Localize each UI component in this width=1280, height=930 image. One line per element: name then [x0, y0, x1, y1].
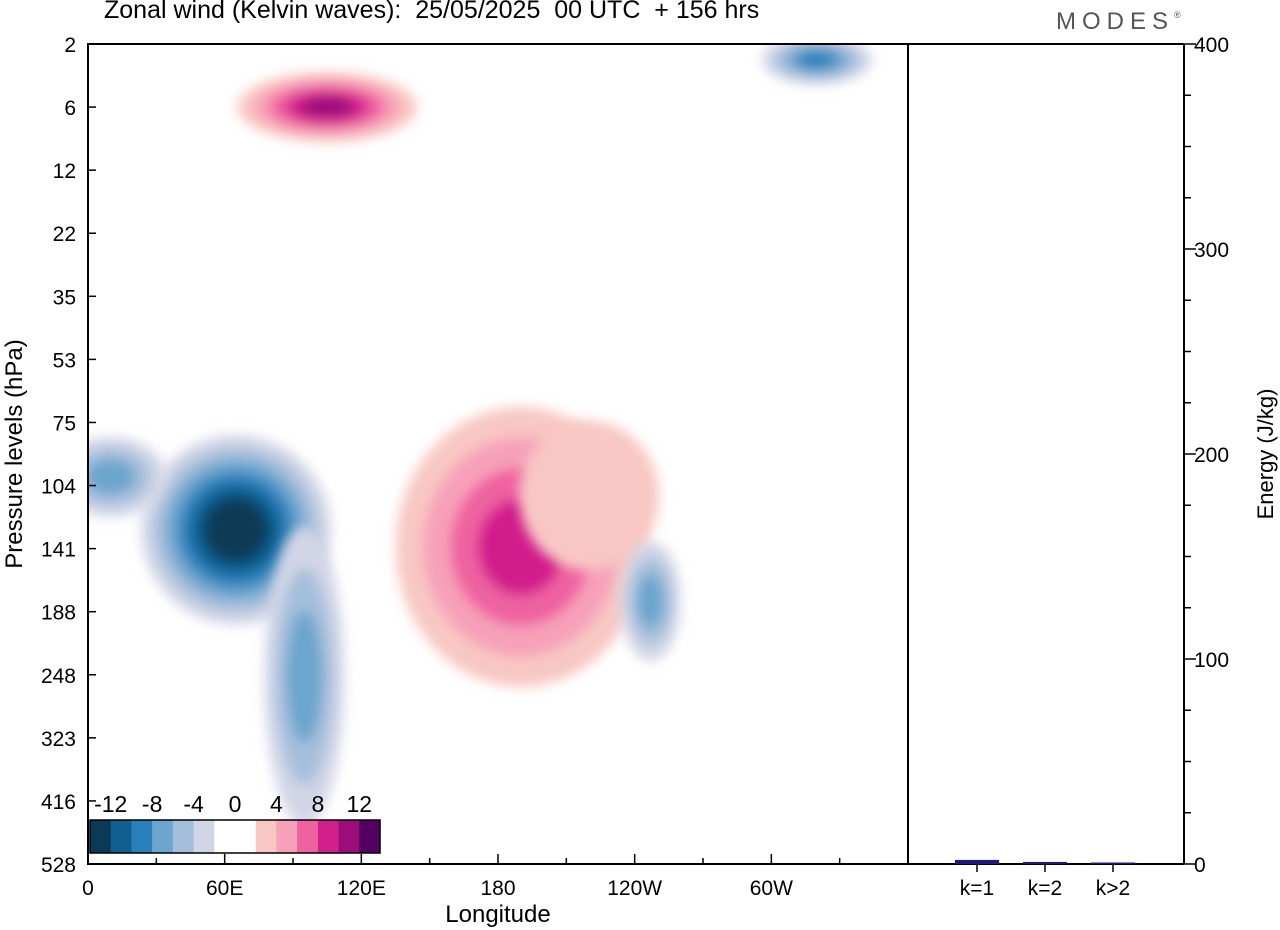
energy-tick-label: 300: [1194, 239, 1229, 262]
colorbar-label: -12: [94, 791, 127, 817]
energy-tick-label: 200: [1194, 444, 1229, 467]
brand-name: MODES: [1056, 8, 1175, 35]
energy-category-label: k>2: [1096, 877, 1130, 900]
energy-tick-label: 400: [1194, 34, 1229, 57]
y-tick-label: 6: [64, 97, 76, 120]
colorbar-swatch: [131, 820, 153, 853]
x-tick-label: 120E: [337, 877, 386, 900]
y-tick-label: 104: [41, 476, 76, 499]
colorbar-label: -4: [183, 791, 204, 817]
colorbar-swatch: [276, 820, 298, 853]
energy-tick-label: 100: [1194, 649, 1229, 672]
negative-anomaly: [761, 44, 872, 85]
y-tick-label: 2: [64, 34, 76, 57]
energy-bars: [955, 859, 1135, 864]
colorbar-label: 12: [346, 791, 372, 817]
colorbar-swatch: [172, 820, 195, 853]
positive-anomaly: [519, 420, 660, 571]
contour-band: [88, 459, 136, 495]
colorbar-swatch: [152, 820, 174, 853]
negative-anomaly: [620, 540, 681, 661]
colorbar-swatch: [317, 820, 340, 853]
energy-y-axis: 0 100 200 300 400: [1184, 34, 1229, 877]
contour-band: [216, 509, 257, 550]
y-tick-label: 323: [41, 728, 76, 751]
contour-band: [301, 97, 353, 118]
y-axis-label: Pressure levels (hPa): [1, 339, 28, 568]
energy-tick-label: 0: [1194, 854, 1206, 877]
y-tick-label: 248: [41, 665, 76, 688]
colorbar-swatch: [235, 820, 257, 853]
y-tick-label: 75: [53, 412, 76, 435]
y-tick-label: 141: [41, 539, 76, 562]
colorbar-label: -8: [142, 791, 162, 817]
colorbar-swatch: [338, 820, 360, 853]
contour-field: [88, 44, 872, 827]
x-axis-longitude: 0 60E 120E 180 120W 60W: [82, 854, 909, 900]
energy-categories: k=1 k=2 k>2: [960, 864, 1130, 900]
x-tick-label: 60E: [206, 877, 243, 900]
y-tick-label: 416: [41, 791, 76, 814]
y-tick-label: 35: [53, 286, 76, 309]
negative-anomaly: [264, 526, 345, 827]
colorbar: -12 -8 -4 0 4 8 12: [89, 791, 381, 854]
positive-anomaly: [237, 72, 418, 143]
contour-band: [519, 420, 660, 571]
contour-band: [286, 609, 323, 744]
energy-category-label: k=2: [1028, 877, 1062, 900]
y-tick-label: 53: [53, 349, 76, 372]
colorbar-swatch: [359, 820, 381, 853]
colorbar-swatch: [214, 820, 236, 853]
x-axis-label: Longitude: [445, 901, 550, 928]
colorbar-swatch: [297, 820, 319, 853]
colorbar-swatch: [90, 820, 112, 853]
energy-axis-label: Energy (J/kg): [1253, 389, 1278, 520]
colorbar-label: 0: [229, 791, 242, 817]
y-tick-label: 188: [41, 602, 76, 625]
y-tick-label: 528: [41, 854, 76, 877]
chart-title: Zonal wind (Kelvin waves): 25/05/2025 00…: [104, 0, 760, 24]
colorbar-swatch: [255, 820, 277, 853]
y-axis-pressure: 2 6 12 22 35 53 75 104 141 188 248 323 416 528: [41, 34, 96, 877]
registered-mark: ®: [1174, 10, 1181, 20]
y-tick-label: 12: [53, 160, 76, 183]
energy-category-label: k=1: [960, 877, 994, 900]
x-tick-label: 60W: [750, 877, 793, 900]
negative-anomaly: [88, 436, 166, 517]
energy-bar: [1023, 861, 1067, 864]
colorbar-label: 4: [270, 791, 283, 817]
energy-bar: [955, 859, 999, 864]
y-tick-label: 22: [53, 223, 76, 246]
x-tick-label: 180: [480, 877, 515, 900]
energy-bar: [1091, 862, 1135, 864]
colorbar-label: 8: [311, 791, 324, 817]
brand-logo: MODES®: [1056, 8, 1181, 36]
colorbar-swatch: [110, 820, 132, 853]
contour-band: [637, 574, 664, 628]
x-tick-label: 120W: [607, 877, 662, 900]
x-tick-label: 0: [82, 877, 94, 900]
colorbar-outline: [89, 819, 381, 854]
contour-band: [797, 51, 837, 69]
colorbar-swatch: [193, 820, 215, 853]
